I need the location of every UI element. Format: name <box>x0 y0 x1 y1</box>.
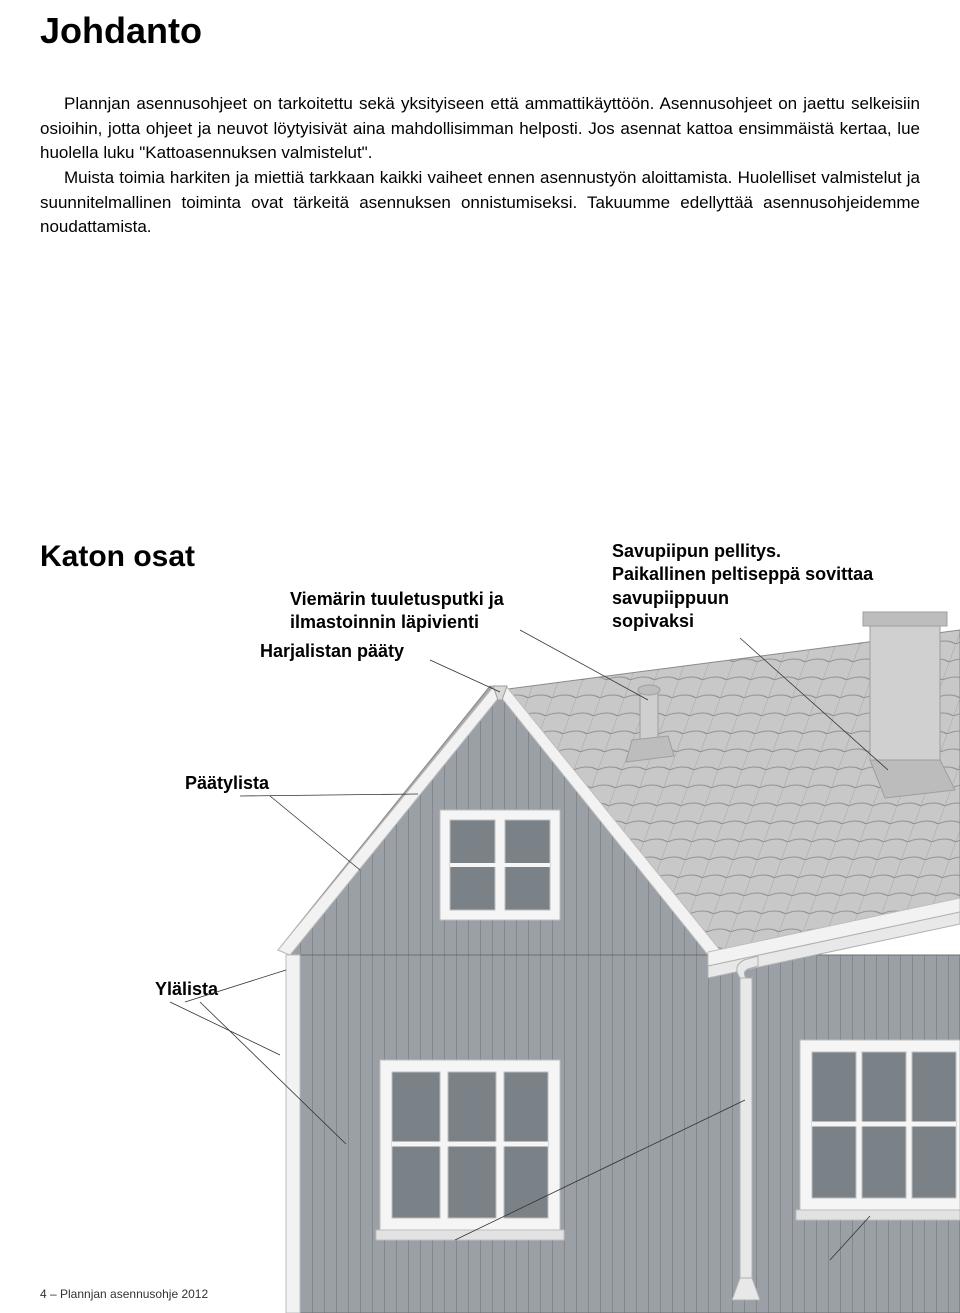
window-gable <box>440 810 560 920</box>
window-right <box>796 1040 960 1220</box>
intro-paragraph-1: Plannjan asennusohjeet on tarkoitettu se… <box>40 92 920 166</box>
page-title: Johdanto <box>40 10 920 52</box>
house-diagram <box>0 500 960 1313</box>
corner-trim <box>286 955 300 1313</box>
intro-paragraph-2: Muista toimia harkiten ja miettiä tarkka… <box>40 166 920 240</box>
intro-text: Plannjan asennusohjeet on tarkoitettu se… <box>40 92 920 240</box>
window-left <box>376 1060 564 1240</box>
